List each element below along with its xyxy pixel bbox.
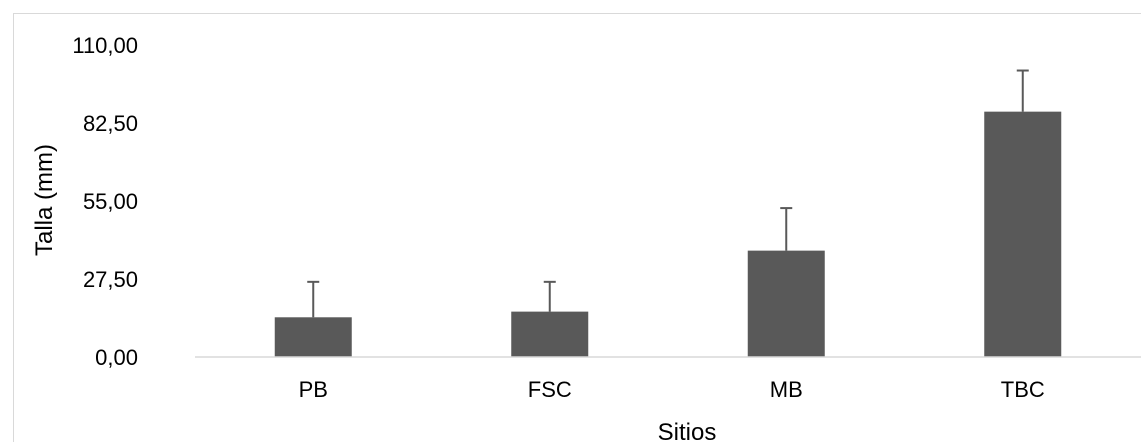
y-tick-label: 55,00 <box>83 189 138 214</box>
error-bars <box>307 69 1029 318</box>
x-tick-label: TBC <box>1001 377 1045 402</box>
chart-frame <box>13 13 1141 442</box>
x-tick-label: FSC <box>528 377 572 402</box>
y-tick-labels: 0,00 27,50 55,00 82,50 110,00 <box>72 33 138 370</box>
y-axis-title: Talla (mm) <box>31 144 58 256</box>
bar-pb <box>274 317 352 357</box>
y-tick-label: 82,50 <box>83 111 138 136</box>
y-tick-label: 27,50 <box>83 267 138 292</box>
error-bar-fsc <box>543 280 556 312</box>
y-tick-label: 0,00 <box>95 345 138 370</box>
y-tick-label: 110,00 <box>72 33 138 58</box>
bar-mb <box>747 250 825 357</box>
bar-fsc <box>511 311 589 357</box>
x-tick-label: MB <box>770 377 803 402</box>
x-axis-title: Sitios <box>658 419 717 442</box>
bar-tbc <box>984 111 1062 358</box>
error-bar-pb <box>307 280 320 318</box>
x-tick-labels: PB FSC MB TBC <box>299 377 1045 402</box>
error-bar-mb <box>780 207 793 251</box>
bars <box>274 111 1062 358</box>
x-tick-label: PB <box>299 377 328 402</box>
error-bar-tbc <box>1016 69 1029 112</box>
